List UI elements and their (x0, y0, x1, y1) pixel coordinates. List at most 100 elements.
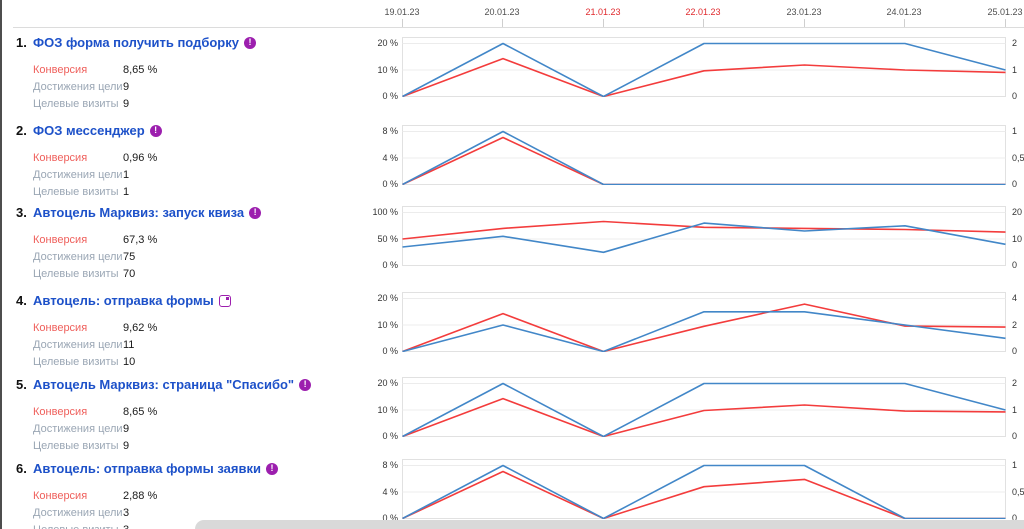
y-axis-tick-right: 0 (1012, 513, 1018, 523)
goal-chart: 20 % 10 % 0 % 2 1 0 (364, 37, 1024, 101)
goal-type-icon[interactable]: ! (249, 206, 262, 219)
date-label: 19.01.23 (384, 7, 420, 17)
line-chart-plot[interactable] (402, 459, 1006, 519)
goal-number: 2. (16, 123, 27, 138)
date-tick (603, 19, 604, 27)
y-axis-tick-left: 20 % (377, 378, 398, 388)
goal-visits-value: 1 (123, 186, 130, 198)
date-label: 20.01.23 (484, 7, 520, 17)
header-divider (13, 27, 1024, 28)
goal-chart: 20 % 10 % 0 % 4 2 0 (364, 292, 1024, 356)
goal-visits-label: Целевые визиты (33, 440, 119, 452)
date-tick (502, 19, 503, 27)
goal-number: 3. (16, 205, 27, 220)
goal-title-link[interactable]: Автоцель: отправка формы (33, 293, 214, 308)
goal-number: 1. (16, 35, 27, 50)
goal-type-icon[interactable]: ! (265, 462, 278, 475)
goal-title-link[interactable]: Автоцель: отправка формы заявки (33, 461, 261, 476)
goal-chart: 20 % 10 % 0 % 2 1 0 (364, 377, 1024, 441)
date-tick (402, 19, 403, 27)
y-axis-tick-left: 0 % (382, 179, 398, 189)
goal-visits-label: Целевые визиты (33, 268, 119, 280)
goal-visits-value: 9 (123, 440, 130, 452)
goal-row: 3. Автоцель Марквиз: запуск квиза ! Конв… (16, 205, 361, 283)
date-axis: 19.01.23 20.01.23 21.01.23 22.01.23 23.0… (364, 7, 1024, 29)
goal-type-icon[interactable]: ! (149, 124, 162, 137)
y-axis-tick-right: 1 (1012, 65, 1018, 75)
goal-visits-value: 70 (123, 268, 136, 280)
y-axis-tick-left: 0 % (382, 513, 398, 523)
goal-visits-label: Целевые визиты (33, 98, 119, 110)
y-axis-tick-right: 2 (1012, 320, 1018, 330)
goal-type-form-icon[interactable] (218, 294, 231, 307)
y-axis-tick-left: 10 % (377, 320, 398, 330)
y-axis-tick-right: 4 (1012, 293, 1018, 303)
conversion-value: 67,3 % (123, 234, 158, 246)
conversion-label: Конверсия (33, 234, 88, 246)
goal-chart: 100 % 50 % 0 % 20 10 0 (364, 206, 1024, 270)
goal-visits-label: Целевые визиты (33, 522, 123, 529)
y-axis-tick-right: 20 (1012, 207, 1023, 217)
y-axis-tick-right: 2 (1012, 378, 1018, 388)
y-axis-tick-left: 0 % (382, 346, 398, 356)
line-chart-plot[interactable] (402, 377, 1006, 437)
y-axis-tick-left: 8 % (382, 460, 398, 470)
conversion-label: Конверсия (33, 406, 88, 418)
line-chart-plot[interactable] (402, 37, 1006, 97)
conversion-label: Конверсия (33, 322, 88, 334)
goal-number: 5. (16, 377, 27, 392)
goal-reaches-value: 11 (123, 339, 135, 351)
line-chart-plot[interactable] (402, 292, 1006, 352)
y-axis-tick-left: 20 % (377, 293, 398, 303)
goal-row: 5. Автоцель Марквиз: страница "Спасибо" … (16, 377, 361, 455)
y-axis-tick-right: 0,5 (1012, 487, 1024, 497)
conversion-value: 8,65 % (123, 406, 158, 418)
y-axis-tick-left: 0 % (382, 91, 398, 101)
goal-reaches-label: Достижения цели (33, 81, 123, 93)
goal-chart: 8 % 4 % 0 % 1 0,5 0 (364, 459, 1024, 523)
goal-reaches-value: 9 (123, 423, 130, 435)
date-label: 22.01.23 (685, 7, 721, 17)
conversion-value: 9,62 % (123, 322, 158, 334)
goal-reaches-value: 3 (123, 507, 130, 519)
y-axis-tick-right: 0 (1012, 179, 1018, 189)
goal-title-link[interactable]: ФОЗ форма получить подборку (33, 35, 239, 50)
y-axis-tick-right: 1 (1012, 405, 1018, 415)
y-axis-tick-right: 2 (1012, 38, 1018, 48)
conversion-value: 8,65 % (123, 64, 158, 76)
y-axis-tick-left: 10 % (377, 405, 398, 415)
goal-title-link[interactable]: Автоцель Марквиз: страница "Спасибо" (33, 377, 295, 392)
conversion-value: 0,96 % (123, 152, 158, 164)
y-axis-tick-right: 0 (1012, 346, 1018, 356)
goal-number: 4. (16, 293, 27, 308)
goal-row: 1. ФОЗ форма получить подборку ! Конверс… (16, 35, 361, 113)
goal-reaches-value: 75 (123, 251, 136, 263)
goal-reaches-label: Достижения цели (33, 507, 123, 519)
y-axis-tick-right: 1 (1012, 126, 1018, 136)
line-chart-plot[interactable] (402, 125, 1006, 185)
goal-reaches-label: Достижения цели (33, 251, 123, 263)
goal-type-icon[interactable]: ! (243, 36, 256, 49)
goal-visits-label: Целевые визиты (33, 356, 119, 368)
y-axis-tick-right: 0,5 (1012, 153, 1024, 163)
date-tick (1005, 19, 1006, 27)
line-chart-plot[interactable] (402, 206, 1006, 266)
y-axis-tick-right: 0 (1012, 431, 1018, 441)
date-label: 24.01.23 (886, 7, 922, 17)
y-axis-tick-right: 0 (1012, 260, 1018, 270)
y-axis-tick-left: 4 % (382, 153, 398, 163)
y-axis-tick-left: 50 % (377, 234, 398, 244)
goal-visits-value: 9 (123, 98, 130, 110)
date-label: 21.01.23 (585, 7, 621, 17)
conversion-label: Конверсия (33, 490, 88, 502)
conversion-label: Конверсия (33, 64, 88, 76)
window-left-edge (0, 0, 2, 529)
y-axis-tick-left: 20 % (377, 38, 398, 48)
y-axis-tick-left: 8 % (382, 126, 398, 136)
goal-type-icon[interactable]: ! (299, 378, 312, 391)
goal-title-link[interactable]: ФОЗ мессенджер (33, 123, 145, 138)
goal-title-link[interactable]: Автоцель Марквиз: запуск квиза (33, 205, 245, 220)
goal-reaches-label: Достижения цели (33, 339, 123, 351)
y-axis-tick-left: 0 % (382, 431, 398, 441)
